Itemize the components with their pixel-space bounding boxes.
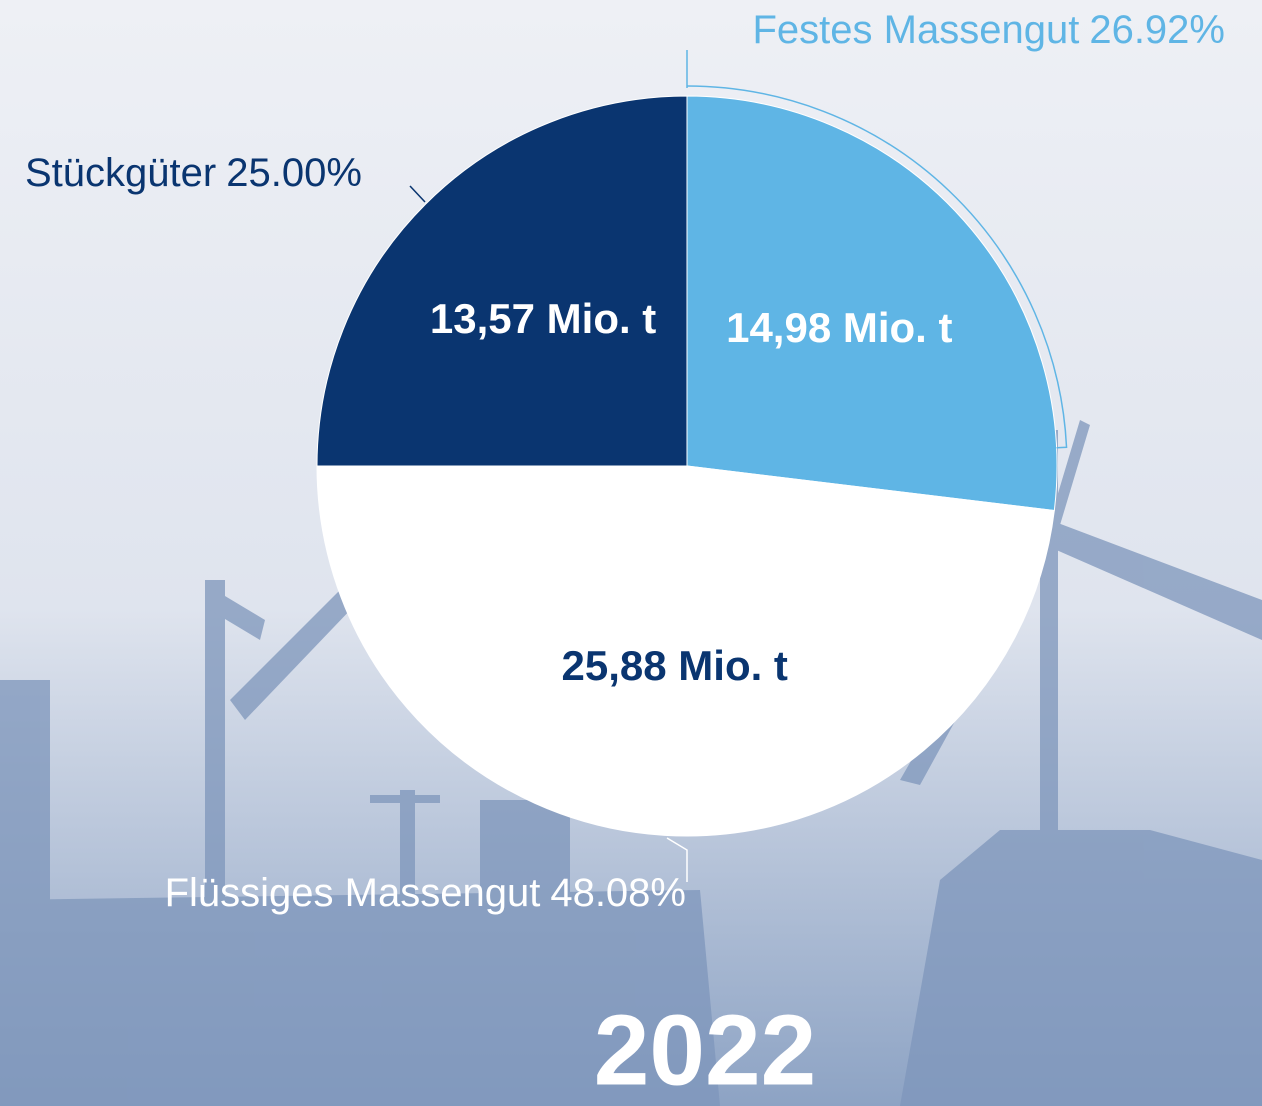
slice-value-label: 25,88 Mio. t bbox=[562, 642, 788, 689]
chart-title: 2022 bbox=[594, 994, 816, 1106]
slice-value-label: 14,98 Mio. t bbox=[726, 304, 952, 351]
percent-label: 48.08% bbox=[550, 871, 686, 915]
chart: 2022 14,98 Mio. tFestes Massengut26.92%2… bbox=[0, 0, 1262, 1106]
page: 2022 14,98 Mio. tFestes Massengut26.92%2… bbox=[0, 0, 1262, 1106]
percent-label: 25.00% bbox=[226, 151, 362, 195]
percent-label: 26.92% bbox=[1089, 8, 1225, 52]
pie bbox=[317, 96, 1057, 836]
category-label: Flüssiges Massengut bbox=[165, 871, 541, 915]
slice-value-label: 13,57 Mio. t bbox=[430, 295, 656, 342]
category-label: Stückgüter bbox=[25, 151, 216, 195]
category-label: Festes Massengut bbox=[753, 8, 1080, 52]
